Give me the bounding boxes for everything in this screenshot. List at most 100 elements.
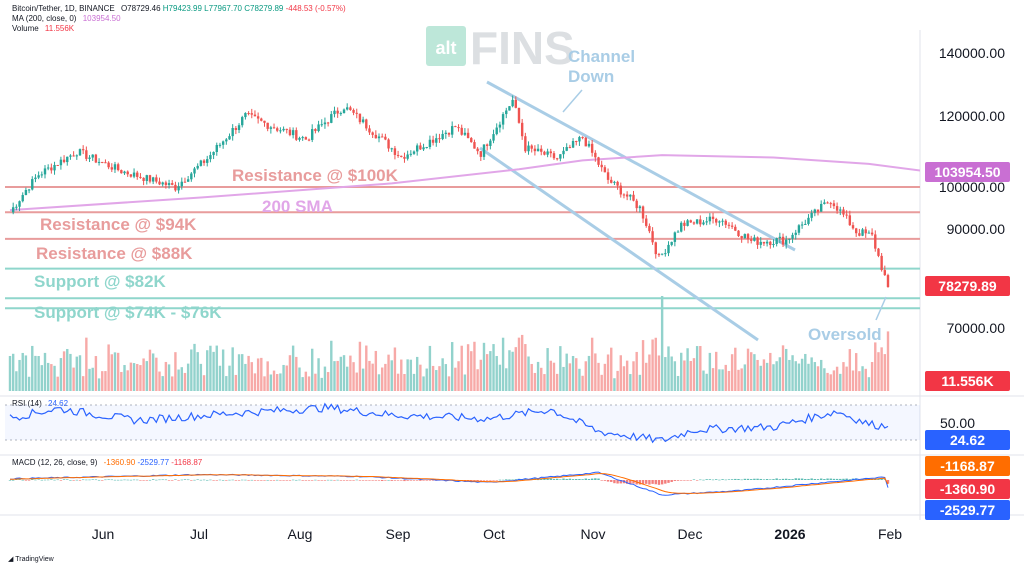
candle-body xyxy=(139,176,142,178)
volume-bar xyxy=(622,366,626,391)
macd-histogram-bar xyxy=(75,479,79,481)
rsi-title: RSI (14) xyxy=(12,399,42,408)
candle xyxy=(616,180,619,190)
volume-bar xyxy=(839,373,842,391)
macd-legend[interactable]: MACD (12, 26, close, 9) -1360.90 -2529.7… xyxy=(12,458,202,467)
candle-body xyxy=(549,151,552,154)
ma-legend[interactable]: MA (200, close, 0) 103954.50 xyxy=(12,14,121,23)
candle-body xyxy=(641,206,645,219)
volume-bar xyxy=(69,353,72,391)
candle-body xyxy=(31,179,34,190)
candle-body xyxy=(148,175,152,182)
candle-body xyxy=(37,175,40,178)
macd-histogram-bar xyxy=(562,478,565,480)
candle xyxy=(139,173,142,179)
tradingview-footer[interactable]: ◢ TradingView xyxy=(8,555,54,563)
volume-bar xyxy=(457,361,460,391)
macd-histogram-bar xyxy=(396,480,400,481)
macd-histogram-bar xyxy=(880,478,883,480)
candle-body xyxy=(861,229,864,236)
candle-body xyxy=(848,215,852,226)
candle-body xyxy=(597,157,600,165)
volume-bar xyxy=(832,370,836,391)
candle xyxy=(584,136,587,147)
volume-bar xyxy=(823,368,826,391)
candle-body xyxy=(85,150,88,159)
candle xyxy=(514,96,518,109)
rsi-line xyxy=(9,402,889,444)
candle-body xyxy=(196,165,199,169)
candle xyxy=(355,108,358,119)
candle-body xyxy=(807,217,810,224)
candle xyxy=(393,145,397,160)
macd-histogram-bar xyxy=(597,478,600,480)
macd-histogram-bar xyxy=(625,480,629,484)
candle-body xyxy=(501,114,505,125)
volume-bar xyxy=(438,366,441,391)
candle-body xyxy=(384,136,387,140)
macd-histogram-bar xyxy=(320,480,323,481)
volume-bar xyxy=(505,368,508,391)
candle-body xyxy=(444,132,448,134)
candle-body xyxy=(864,229,867,234)
candle-body xyxy=(715,218,718,223)
candle-body xyxy=(209,155,212,160)
candle xyxy=(559,154,562,162)
candle xyxy=(447,132,451,137)
macd-histogram-bar xyxy=(15,479,18,480)
macd-histogram-bar xyxy=(568,478,572,480)
volume-bar xyxy=(565,353,568,391)
macd-histogram-bar xyxy=(263,480,266,481)
volume-bar xyxy=(667,346,670,391)
volume-bar xyxy=(524,344,527,391)
candle xyxy=(215,142,218,156)
macd-histogram-bar xyxy=(600,480,603,481)
macd-histogram-bar xyxy=(199,479,203,481)
volume-bar xyxy=(883,354,887,391)
volume-bar xyxy=(562,366,565,391)
volume-bar xyxy=(101,371,104,391)
macd-histogram-bar xyxy=(8,480,12,481)
candle-body xyxy=(718,221,721,223)
volume-bar xyxy=(209,345,212,391)
macd-histogram-bar xyxy=(228,479,231,481)
candle xyxy=(778,232,782,244)
volume-legend[interactable]: Volume 11.556K xyxy=(12,24,74,33)
volume-bar xyxy=(727,370,731,391)
macd-histogram-bar xyxy=(120,479,123,481)
macd-histogram-bar xyxy=(769,479,772,480)
candle xyxy=(466,128,470,139)
rsi-badge-bg xyxy=(925,430,1010,450)
volume-bar xyxy=(482,342,486,391)
candle xyxy=(97,158,101,166)
macd-histogram-bar xyxy=(193,479,196,481)
candle xyxy=(867,230,871,234)
volume-bar xyxy=(317,358,320,391)
candle-body xyxy=(46,167,50,169)
rsi-legend[interactable]: RSI (14) 24.62 xyxy=(12,399,68,408)
macd-histogram-bar xyxy=(301,480,304,481)
symbol-legend[interactable]: Bitcoin/Tether, 1D, BINANCE O78729.46 H7… xyxy=(12,4,346,13)
macd-histogram-bar xyxy=(88,479,91,481)
last-price-badge: 78279.89 xyxy=(925,276,1010,296)
candle-body xyxy=(826,202,829,204)
macd-histogram-bar xyxy=(536,479,540,481)
candle xyxy=(791,232,794,243)
macd-histogram-bar xyxy=(371,480,374,481)
candle xyxy=(43,165,47,179)
candle xyxy=(196,163,199,170)
candle xyxy=(629,194,632,201)
candle-body xyxy=(625,194,629,197)
candle xyxy=(365,118,368,131)
volume-bar xyxy=(479,359,483,391)
volume-bar xyxy=(657,355,661,391)
rsi-value: 24.62 xyxy=(48,399,69,408)
candle-body xyxy=(721,220,724,222)
candle-body xyxy=(823,202,826,204)
candle-body xyxy=(571,141,575,148)
candle xyxy=(581,136,584,140)
volume-bar xyxy=(750,352,753,391)
volume-bar xyxy=(724,364,727,391)
volume-bar xyxy=(463,374,467,391)
